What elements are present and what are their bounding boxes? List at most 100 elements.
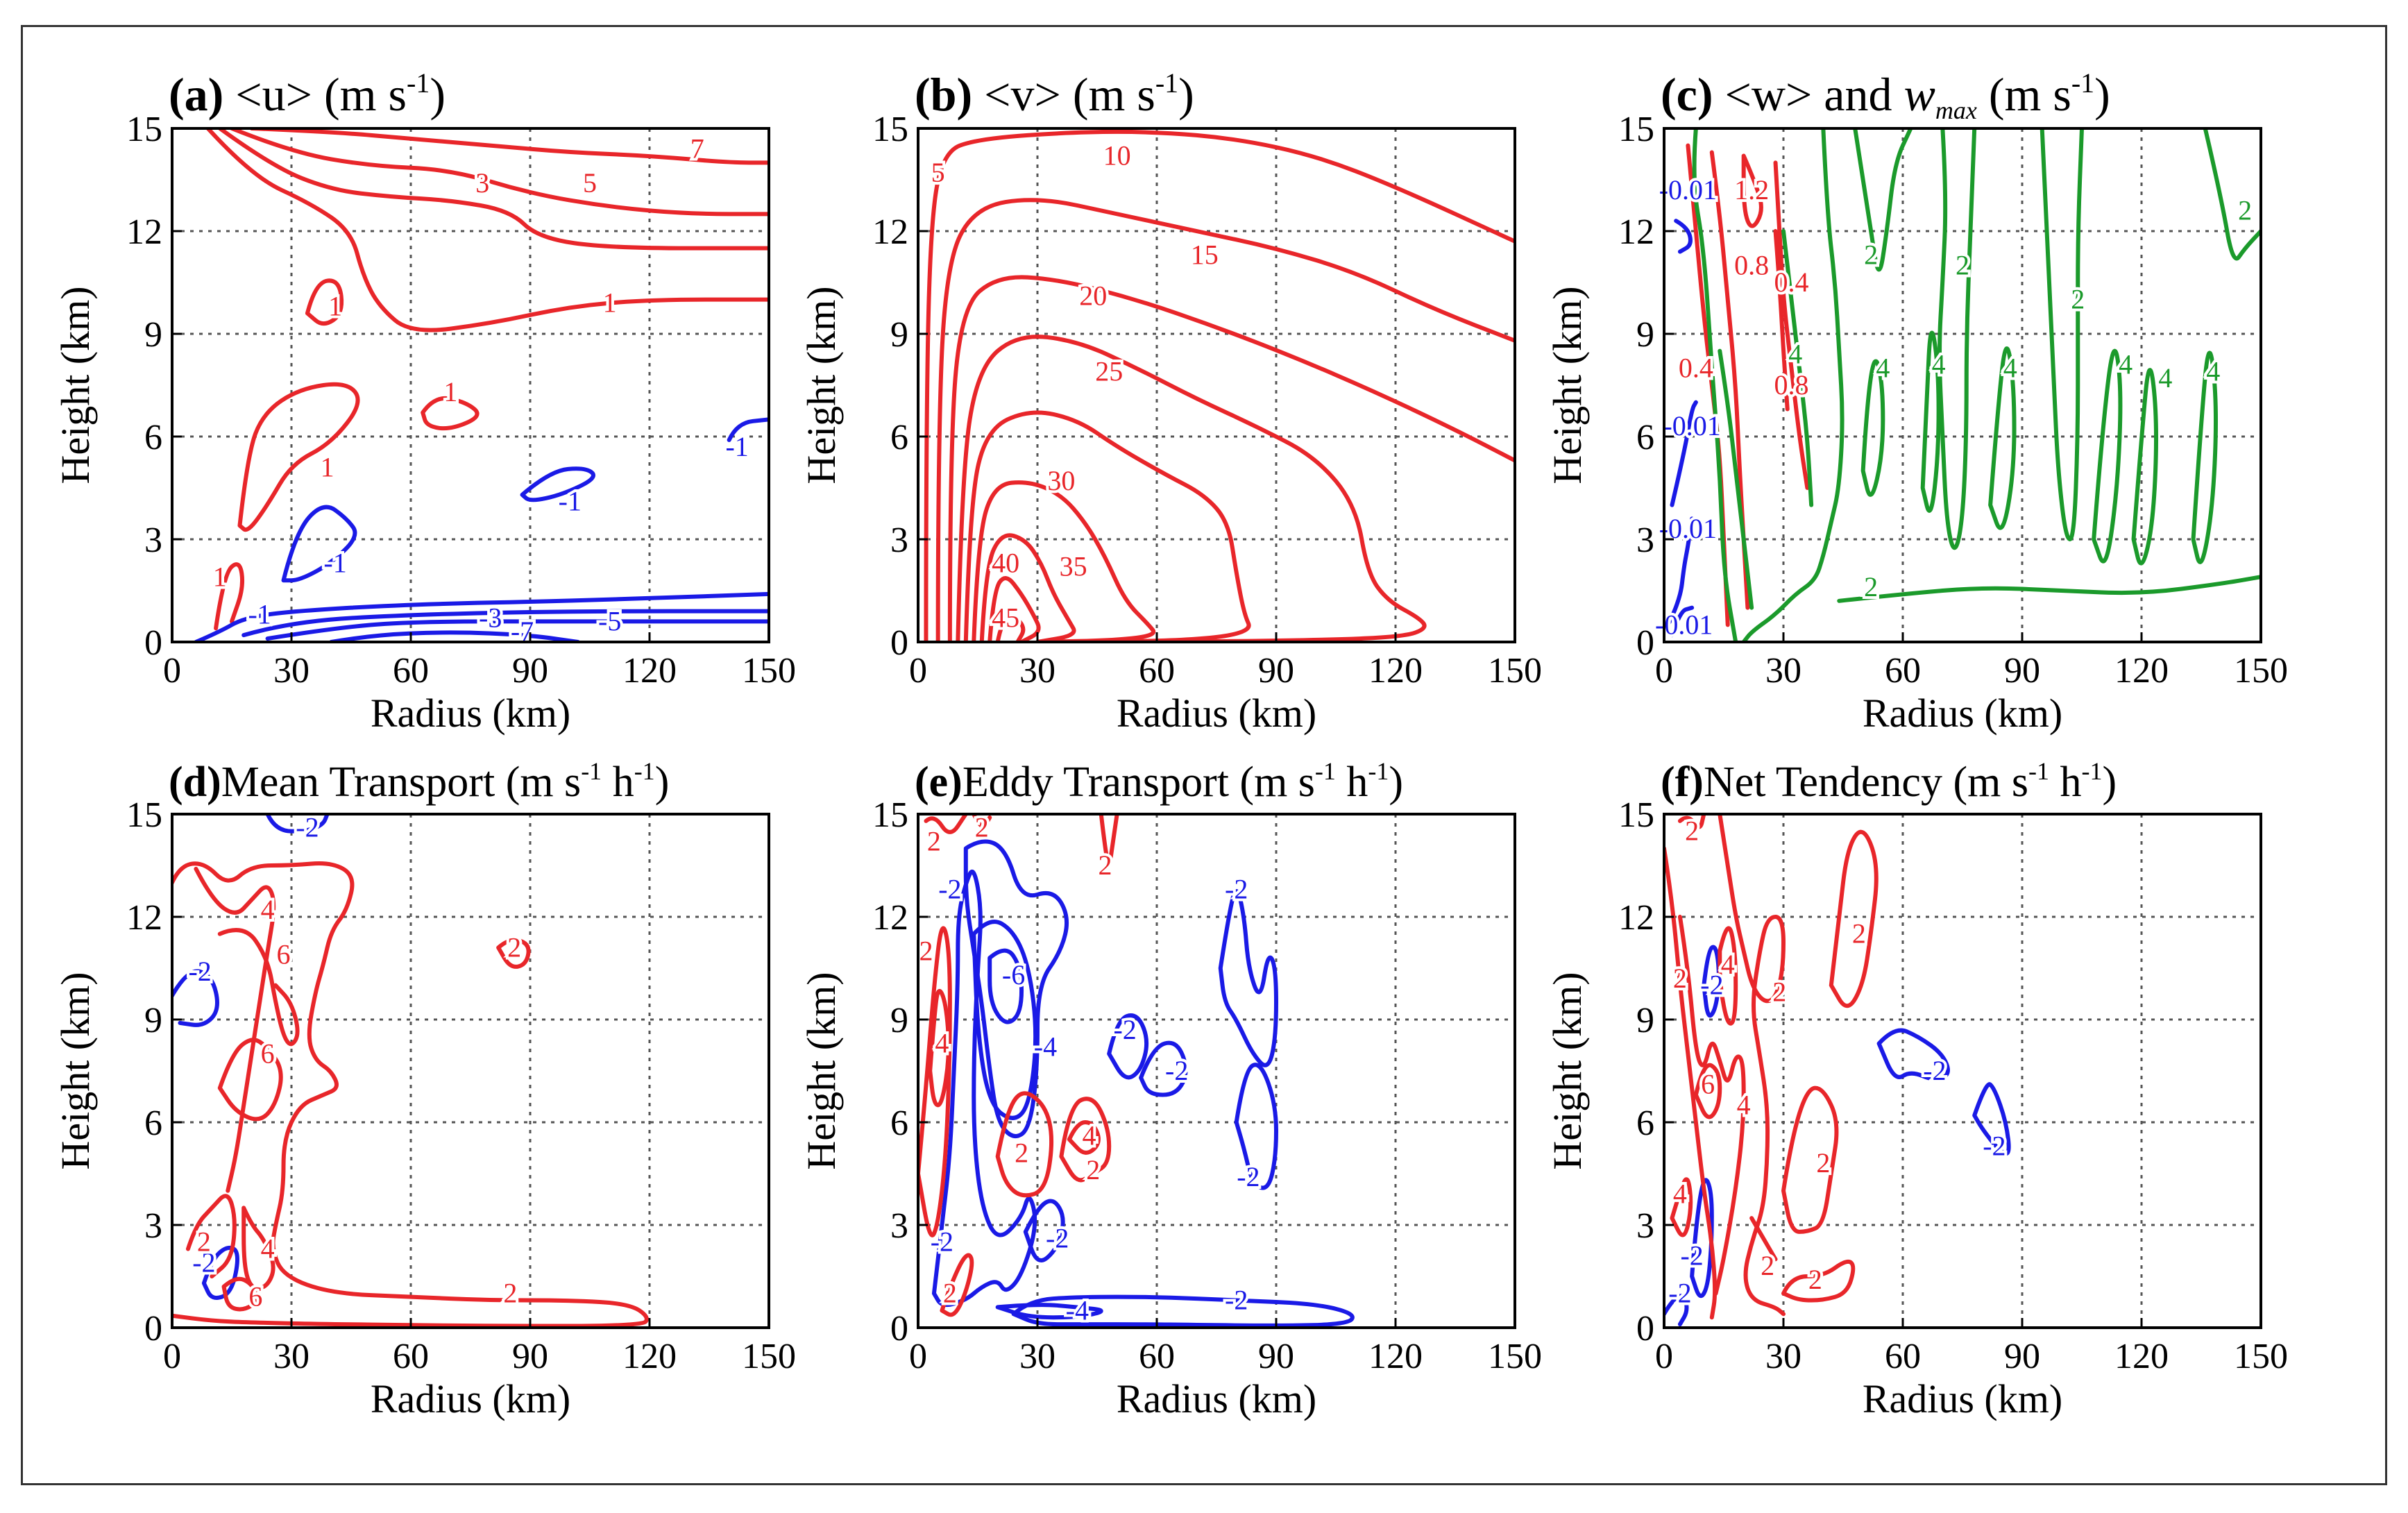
contour-label: 2 [1956, 249, 1969, 280]
contour-label: 0.4 [1774, 267, 1808, 298]
contour-label: 2 [1761, 1250, 1774, 1281]
y-tick-label: 9 [144, 315, 162, 355]
contour-line [241, 1206, 275, 1291]
figure-frame: 7 5 3 1 1 1 1 1 -1 -1 -1 -1 -3 -5 -7 0 30 60 90 120 150 0 3 6 9 1… [21, 25, 2387, 1485]
contour-line [194, 866, 276, 1193]
y-tick-label: 12 [1618, 898, 1654, 938]
contour-label: 1 [328, 291, 342, 322]
contour-group [924, 129, 1515, 642]
contour-line [995, 614, 1026, 642]
contour-line [947, 275, 1515, 642]
contour-label: -1 [725, 431, 748, 462]
contour-label: 2 [507, 931, 521, 963]
contour-label: 4 [1737, 1089, 1751, 1120]
contour-label: 4 [2158, 362, 2172, 394]
contour-label: -2 [1668, 1278, 1691, 1309]
contour-label: 2 [1864, 239, 1878, 271]
contour-label: 2 [1772, 977, 1786, 1008]
contour-line [987, 948, 1024, 1024]
contour-label: 2 [975, 812, 989, 843]
x-tick-label: 120 [622, 1337, 677, 1376]
contour-label: -3 [479, 602, 502, 633]
contour-line [963, 839, 1069, 1139]
contour-label: -2 [188, 956, 211, 987]
contour-line [924, 129, 1515, 642]
contour-line [237, 382, 360, 532]
contour-line [1670, 605, 1695, 638]
contour-line [1664, 1294, 1689, 1327]
contour-line [1773, 160, 1810, 490]
x-tick-label: 120 [2114, 1337, 2169, 1376]
y-tick-label: 15 [872, 795, 908, 835]
contour-line [963, 410, 1251, 642]
contour-line [1988, 346, 2017, 530]
y-tick-label: 9 [144, 1001, 162, 1040]
y-tick-label: 3 [1636, 1206, 1654, 1246]
contour-line [956, 335, 1427, 642]
contour-line [205, 128, 769, 332]
contour-line [265, 814, 330, 834]
contour-label: -4 [1034, 1031, 1057, 1062]
contour-line [1218, 889, 1278, 1067]
x-tick-label: 120 [1368, 651, 1423, 691]
y-tick-label: 6 [890, 1104, 908, 1143]
contour-line [1234, 1063, 1278, 1190]
contour-label: -2 [1225, 1285, 1248, 1316]
contour-label: 2 [943, 1278, 957, 1309]
contour-label: 2 [1808, 1264, 1822, 1295]
contour-line [1670, 1177, 1693, 1237]
contour-line [918, 926, 952, 1237]
contour-line [1741, 153, 1763, 228]
y-axis-label: Height (km) [53, 286, 98, 484]
contour-label: 2 [1864, 239, 1878, 271]
y-axis-label: Height (km) [1545, 972, 1590, 1169]
contour-label: 6 [261, 1038, 275, 1069]
y-tick-label: 6 [1636, 418, 1654, 457]
contour-line [172, 861, 649, 1328]
contour-line [1938, 128, 1977, 550]
contour-line [214, 562, 245, 631]
contour-label: 4 [1083, 1120, 1096, 1151]
x-tick-label: 0 [909, 1337, 927, 1376]
x-tick-label: 60 [393, 1337, 429, 1376]
contour-label: 6 [1701, 1069, 1715, 1100]
contour-group [918, 814, 1355, 1328]
contour-label: 15 [1191, 239, 1219, 271]
contour-line [1781, 229, 1814, 507]
x-tick-label: 150 [2234, 651, 2288, 691]
y-tick-label: 0 [1636, 1309, 1654, 1349]
contour-line [987, 576, 1041, 642]
contour-line [172, 969, 219, 1027]
contour-line [935, 198, 1515, 642]
contour-label: 20 [1079, 280, 1107, 312]
x-tick-label: 120 [1368, 1337, 1423, 1376]
contour-label: -2 [1225, 874, 1248, 905]
contour-label: 40 [992, 548, 1019, 579]
contour-label: 1 [603, 287, 617, 319]
y-tick-label: 3 [144, 1206, 162, 1246]
x-axis-label: Radius (km) [371, 691, 570, 736]
contour-group [1665, 128, 2261, 642]
x-tick-label: 90 [2004, 651, 2040, 691]
contour-label: -2 [192, 1246, 215, 1278]
contour-line [1670, 400, 1698, 507]
contour-label: -1 [323, 548, 346, 579]
contour-line [1837, 575, 2261, 603]
contour-label: 2 [1852, 918, 1866, 949]
contour-line [972, 480, 1156, 642]
plot-area [1663, 813, 2262, 1329]
y-tick-label: 0 [890, 1309, 908, 1349]
contour-label: -2 [1165, 1055, 1188, 1086]
plot-area [917, 127, 1516, 643]
contour-label: 1 [443, 376, 457, 407]
x-tick-label: 120 [622, 651, 677, 691]
contour-line [520, 466, 595, 502]
y-tick-label: 6 [890, 418, 908, 457]
x-tick-label: 30 [1765, 1337, 1801, 1376]
contour-line [1853, 128, 1913, 272]
contour-line [1829, 829, 1879, 1008]
y-tick-label: 0 [144, 623, 162, 663]
x-tick-label: 0 [1655, 651, 1673, 691]
